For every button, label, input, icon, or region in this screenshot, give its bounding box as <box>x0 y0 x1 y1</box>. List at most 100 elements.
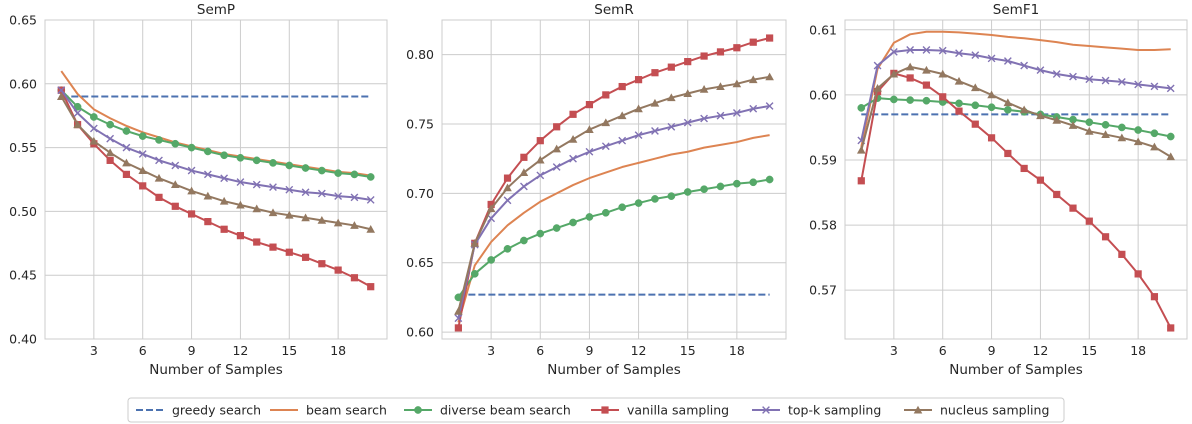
data-point <box>601 208 610 217</box>
series-line <box>860 30 1171 148</box>
data-point <box>284 210 294 219</box>
data-point <box>890 95 898 104</box>
data-point <box>569 218 577 227</box>
series-top-k-sampling <box>857 46 1175 145</box>
data-point <box>1019 105 1029 114</box>
data-point <box>749 38 757 46</box>
data-point <box>536 171 545 180</box>
data-point <box>939 93 947 101</box>
data-point <box>683 89 693 97</box>
data-point <box>187 143 196 152</box>
data-point <box>1020 164 1028 173</box>
data-point <box>955 49 963 58</box>
chart-semr: 3 6 9 12 15 18 0.60 0.65 0.70 0.75 0.80 SemR Number … <box>406 2 787 378</box>
data-point <box>1069 72 1077 81</box>
x-tick-label: 6 <box>939 343 947 358</box>
x-tick-label: 12 <box>232 343 248 358</box>
data-point <box>1118 123 1126 132</box>
x-tick-label: 18 <box>1130 343 1146 358</box>
data-point <box>955 107 963 115</box>
data-point <box>634 104 643 113</box>
data-point <box>716 182 725 191</box>
data-point <box>552 224 561 232</box>
data-point <box>1052 115 1062 124</box>
series-nucleus-sampling <box>454 72 774 315</box>
data-point <box>503 244 512 253</box>
data-point <box>667 63 675 71</box>
series-line <box>860 48 1171 141</box>
data-point <box>90 113 98 121</box>
data-point <box>1052 70 1061 78</box>
data-point <box>536 137 544 145</box>
data-point <box>487 256 495 264</box>
plot-area <box>845 20 1187 339</box>
data-point <box>1085 75 1094 84</box>
legend-marker <box>414 406 422 414</box>
data-point <box>857 177 865 185</box>
data-point <box>285 161 294 170</box>
data-point <box>889 48 898 56</box>
x-tick-label: 3 <box>90 343 98 358</box>
data-point <box>350 170 359 179</box>
data-point <box>618 82 626 91</box>
data-point <box>585 213 594 221</box>
data-point <box>938 46 947 55</box>
data-point <box>155 156 163 165</box>
data-point <box>634 199 643 207</box>
y-tick-label: 0.60 <box>9 76 37 91</box>
x-tick-label: 6 <box>139 343 147 358</box>
data-point <box>269 183 277 192</box>
data-point <box>236 178 245 186</box>
legend-label: beam search <box>306 403 387 418</box>
data-point <box>187 186 196 195</box>
data-point <box>454 306 463 315</box>
data-point <box>1166 152 1176 161</box>
y-tick-label: 0.40 <box>9 332 37 347</box>
data-point <box>268 208 278 217</box>
data-point <box>454 314 463 323</box>
data-point <box>971 120 979 128</box>
data-point <box>301 164 310 172</box>
data-point <box>1150 293 1159 301</box>
data-point <box>155 193 163 201</box>
data-point <box>1118 250 1126 258</box>
data-point <box>503 196 512 205</box>
data-point <box>1166 84 1175 93</box>
data-point <box>1101 120 1110 129</box>
data-point <box>634 131 643 140</box>
legend-label: vanilla sampling <box>627 403 729 418</box>
data-point <box>1069 204 1077 212</box>
data-point <box>470 269 479 278</box>
data-point <box>106 156 114 164</box>
data-point <box>203 191 213 200</box>
data-point <box>105 148 115 157</box>
data-point <box>618 136 627 145</box>
series-line <box>457 134 770 323</box>
data-point <box>716 48 725 56</box>
data-point <box>204 147 212 156</box>
data-point <box>171 161 180 170</box>
chart-title: SemF1 <box>993 2 1039 18</box>
data-point <box>187 210 196 218</box>
data-point <box>634 76 643 84</box>
chart-semp: 3 6 9 12 15 18 0.40 0.45 0.50 0.55 0.60 0.65 SemP Num… <box>9 2 388 378</box>
data-point <box>954 76 964 85</box>
data-point <box>553 123 561 131</box>
data-point <box>1166 132 1175 141</box>
data-point <box>748 75 758 84</box>
legend-label: diverse beam search <box>440 403 571 418</box>
data-point <box>350 274 359 282</box>
data-point <box>236 232 245 240</box>
data-point <box>857 104 866 112</box>
data-point <box>366 224 376 233</box>
data-point <box>187 166 196 175</box>
data-point <box>922 81 931 89</box>
data-point <box>520 236 528 245</box>
data-point <box>154 173 164 182</box>
data-point <box>1133 137 1143 146</box>
y-tick-label: 0.59 <box>809 152 837 167</box>
x-tick-label: 9 <box>585 343 593 358</box>
data-point <box>938 69 948 78</box>
data-point <box>536 229 545 238</box>
